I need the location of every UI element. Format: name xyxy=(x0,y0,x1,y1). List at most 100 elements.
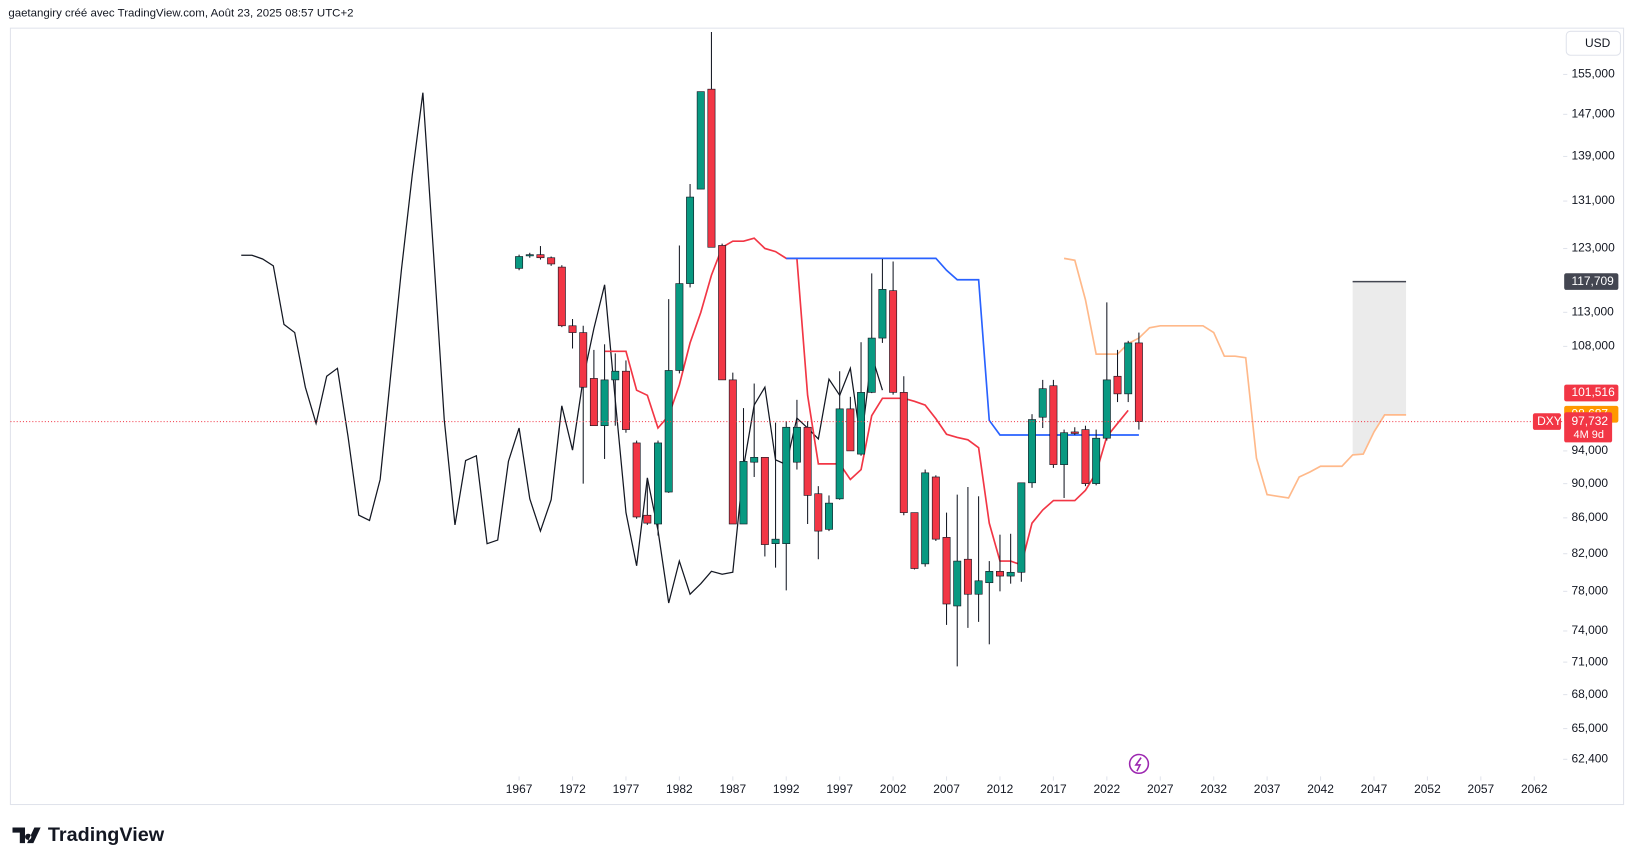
x-tick-label: 2022 xyxy=(1094,782,1121,796)
candle-body xyxy=(589,378,598,427)
price-label: 101,516 xyxy=(1571,385,1615,399)
indicator-line xyxy=(604,237,1129,566)
candle-body xyxy=(857,392,866,455)
x-tick-label: 1982 xyxy=(666,782,693,796)
candle-body xyxy=(825,502,833,530)
candle-body xyxy=(718,245,727,381)
indicator-line xyxy=(786,257,1139,436)
candle-body xyxy=(921,472,930,565)
candle-body xyxy=(1028,419,1036,484)
candle-body xyxy=(996,571,1004,577)
candle-body xyxy=(1081,429,1090,484)
candle-body xyxy=(1038,388,1047,418)
candle-body xyxy=(643,514,652,524)
candle-body xyxy=(835,408,844,500)
projection-area xyxy=(1352,281,1407,455)
currency[interactable]: USD xyxy=(1585,36,1611,50)
candle-body xyxy=(782,426,791,544)
y-tick-label: 155,000 xyxy=(1571,67,1615,81)
x-tick-label: 2057 xyxy=(1468,782,1495,796)
candle-body xyxy=(963,558,972,595)
candle-body xyxy=(942,537,951,605)
logo-text[interactable]: TradingView xyxy=(48,824,165,846)
x-tick-label: 2012 xyxy=(987,782,1014,796)
candle-body xyxy=(1124,342,1133,395)
x-tick-label: 2047 xyxy=(1361,782,1388,796)
logo[interactable]: TradingView xyxy=(12,824,165,846)
y-tick-label: 113,000 xyxy=(1571,305,1614,319)
candle-body xyxy=(867,337,876,393)
candle-body xyxy=(1113,375,1122,395)
y-tick-label: 147,000 xyxy=(1571,107,1615,121)
candle-body xyxy=(557,266,566,327)
candle-body xyxy=(707,88,716,248)
candle-body xyxy=(632,442,641,518)
x-tick-label: 2037 xyxy=(1254,782,1281,796)
candle-body xyxy=(878,289,887,339)
candle-body xyxy=(1060,432,1069,465)
currency-box[interactable] xyxy=(1565,30,1621,56)
candle-body xyxy=(814,493,823,532)
candle-body xyxy=(803,426,812,496)
replay-icon[interactable] xyxy=(1128,753,1150,775)
candle-body xyxy=(771,538,780,544)
x-tick-label: 1987 xyxy=(719,782,746,796)
candle-body xyxy=(515,256,524,269)
candle-body xyxy=(728,379,737,525)
x-tick-label: 2002 xyxy=(880,782,907,796)
y-tick-label: 74,000 xyxy=(1571,623,1608,637)
x-tick-label: 2007 xyxy=(933,782,960,796)
candle-body xyxy=(931,476,940,540)
y-tick-label: 131,000 xyxy=(1571,193,1615,207)
candle-body xyxy=(910,512,919,569)
candle-body xyxy=(621,370,630,430)
candle-body xyxy=(792,426,801,463)
y-tick-label: 86,000 xyxy=(1571,510,1608,524)
y-tick-label: 71,000 xyxy=(1571,654,1608,668)
candle-body xyxy=(686,196,695,284)
chart-frame xyxy=(9,27,1625,806)
x-tick-label: 2062 xyxy=(1521,782,1548,796)
x-tick-label: 1977 xyxy=(613,782,640,796)
candle-body xyxy=(1134,342,1143,422)
y-tick-label: 82,000 xyxy=(1571,546,1608,560)
candle-body xyxy=(536,254,545,259)
x-tick-label: 1997 xyxy=(826,782,853,796)
candle-body xyxy=(1102,379,1111,439)
candle-body xyxy=(696,91,705,190)
candle-body xyxy=(1006,571,1015,577)
candle-body xyxy=(846,408,855,452)
y-tick-label: 68,000 xyxy=(1571,687,1608,701)
y-tick-label: 123,000 xyxy=(1571,241,1615,255)
candle-body xyxy=(600,379,609,427)
candle-body xyxy=(611,370,620,381)
indicator-line xyxy=(1063,257,1407,499)
x-tick-label: 2017 xyxy=(1040,782,1067,796)
candle-body xyxy=(889,290,898,393)
countdown: 4M 9d xyxy=(1574,429,1604,441)
plot-area: 155,000 147,000 139,000 131,000 123,000 113,0… xyxy=(10,31,1615,796)
candle-body xyxy=(1092,437,1101,484)
y-tick-label: 65,000 xyxy=(1571,721,1608,735)
candle-body xyxy=(1017,482,1026,573)
y-tick-label: 62,400 xyxy=(1571,751,1608,765)
x-tick-label: 1992 xyxy=(773,782,800,796)
header-title: gaetangiry créé avec TradingView.com, Ao… xyxy=(8,8,353,20)
candle-body xyxy=(675,283,684,371)
candle-body xyxy=(664,370,673,493)
x-tick-label: 1972 xyxy=(559,782,586,796)
price-label: 117,709 xyxy=(1571,274,1614,288)
x-tick-label: 2042 xyxy=(1307,782,1334,796)
candle-body xyxy=(953,560,962,607)
candle-body xyxy=(654,442,662,525)
y-tick-label: 90,000 xyxy=(1571,476,1608,490)
symbol: DXY xyxy=(1537,414,1562,428)
candle-body xyxy=(1049,385,1058,465)
candle-body xyxy=(974,580,983,595)
y-tick-label: 94,000 xyxy=(1571,443,1608,457)
x-tick-label: 1967 xyxy=(506,782,533,796)
y-tick-label: 108,000 xyxy=(1571,339,1615,353)
x-tick-label: 2052 xyxy=(1414,782,1441,796)
candle-body xyxy=(568,325,577,333)
